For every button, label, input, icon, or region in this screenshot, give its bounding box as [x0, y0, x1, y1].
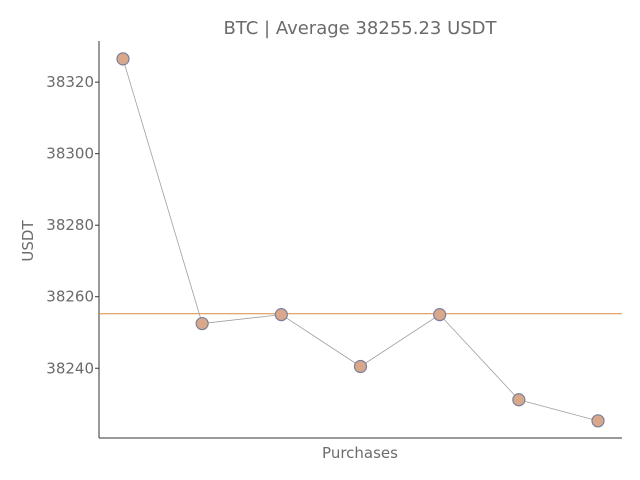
data-point: [591, 414, 605, 428]
data-point: [195, 316, 209, 331]
y-tick-label: 38280: [46, 216, 94, 234]
data-points: [116, 52, 605, 428]
y-tick-label: 38300: [46, 145, 94, 163]
data-point: [433, 308, 447, 322]
data-point: [353, 359, 368, 374]
data-point: [512, 393, 526, 407]
data-point: [116, 52, 130, 66]
chart-title: BTC | Average 38255.23 USDT: [223, 18, 497, 39]
y-axis-label: USDT: [19, 220, 37, 262]
data-point: [274, 308, 288, 322]
y-tick-label: 38240: [46, 359, 94, 377]
y-tick-label: 38320: [46, 73, 94, 91]
y-tick-label: 38260: [46, 288, 94, 306]
y-ticks: 38240 38260 38280 38300 38320: [46, 73, 99, 377]
x-axis-label: Purchases: [322, 444, 398, 462]
